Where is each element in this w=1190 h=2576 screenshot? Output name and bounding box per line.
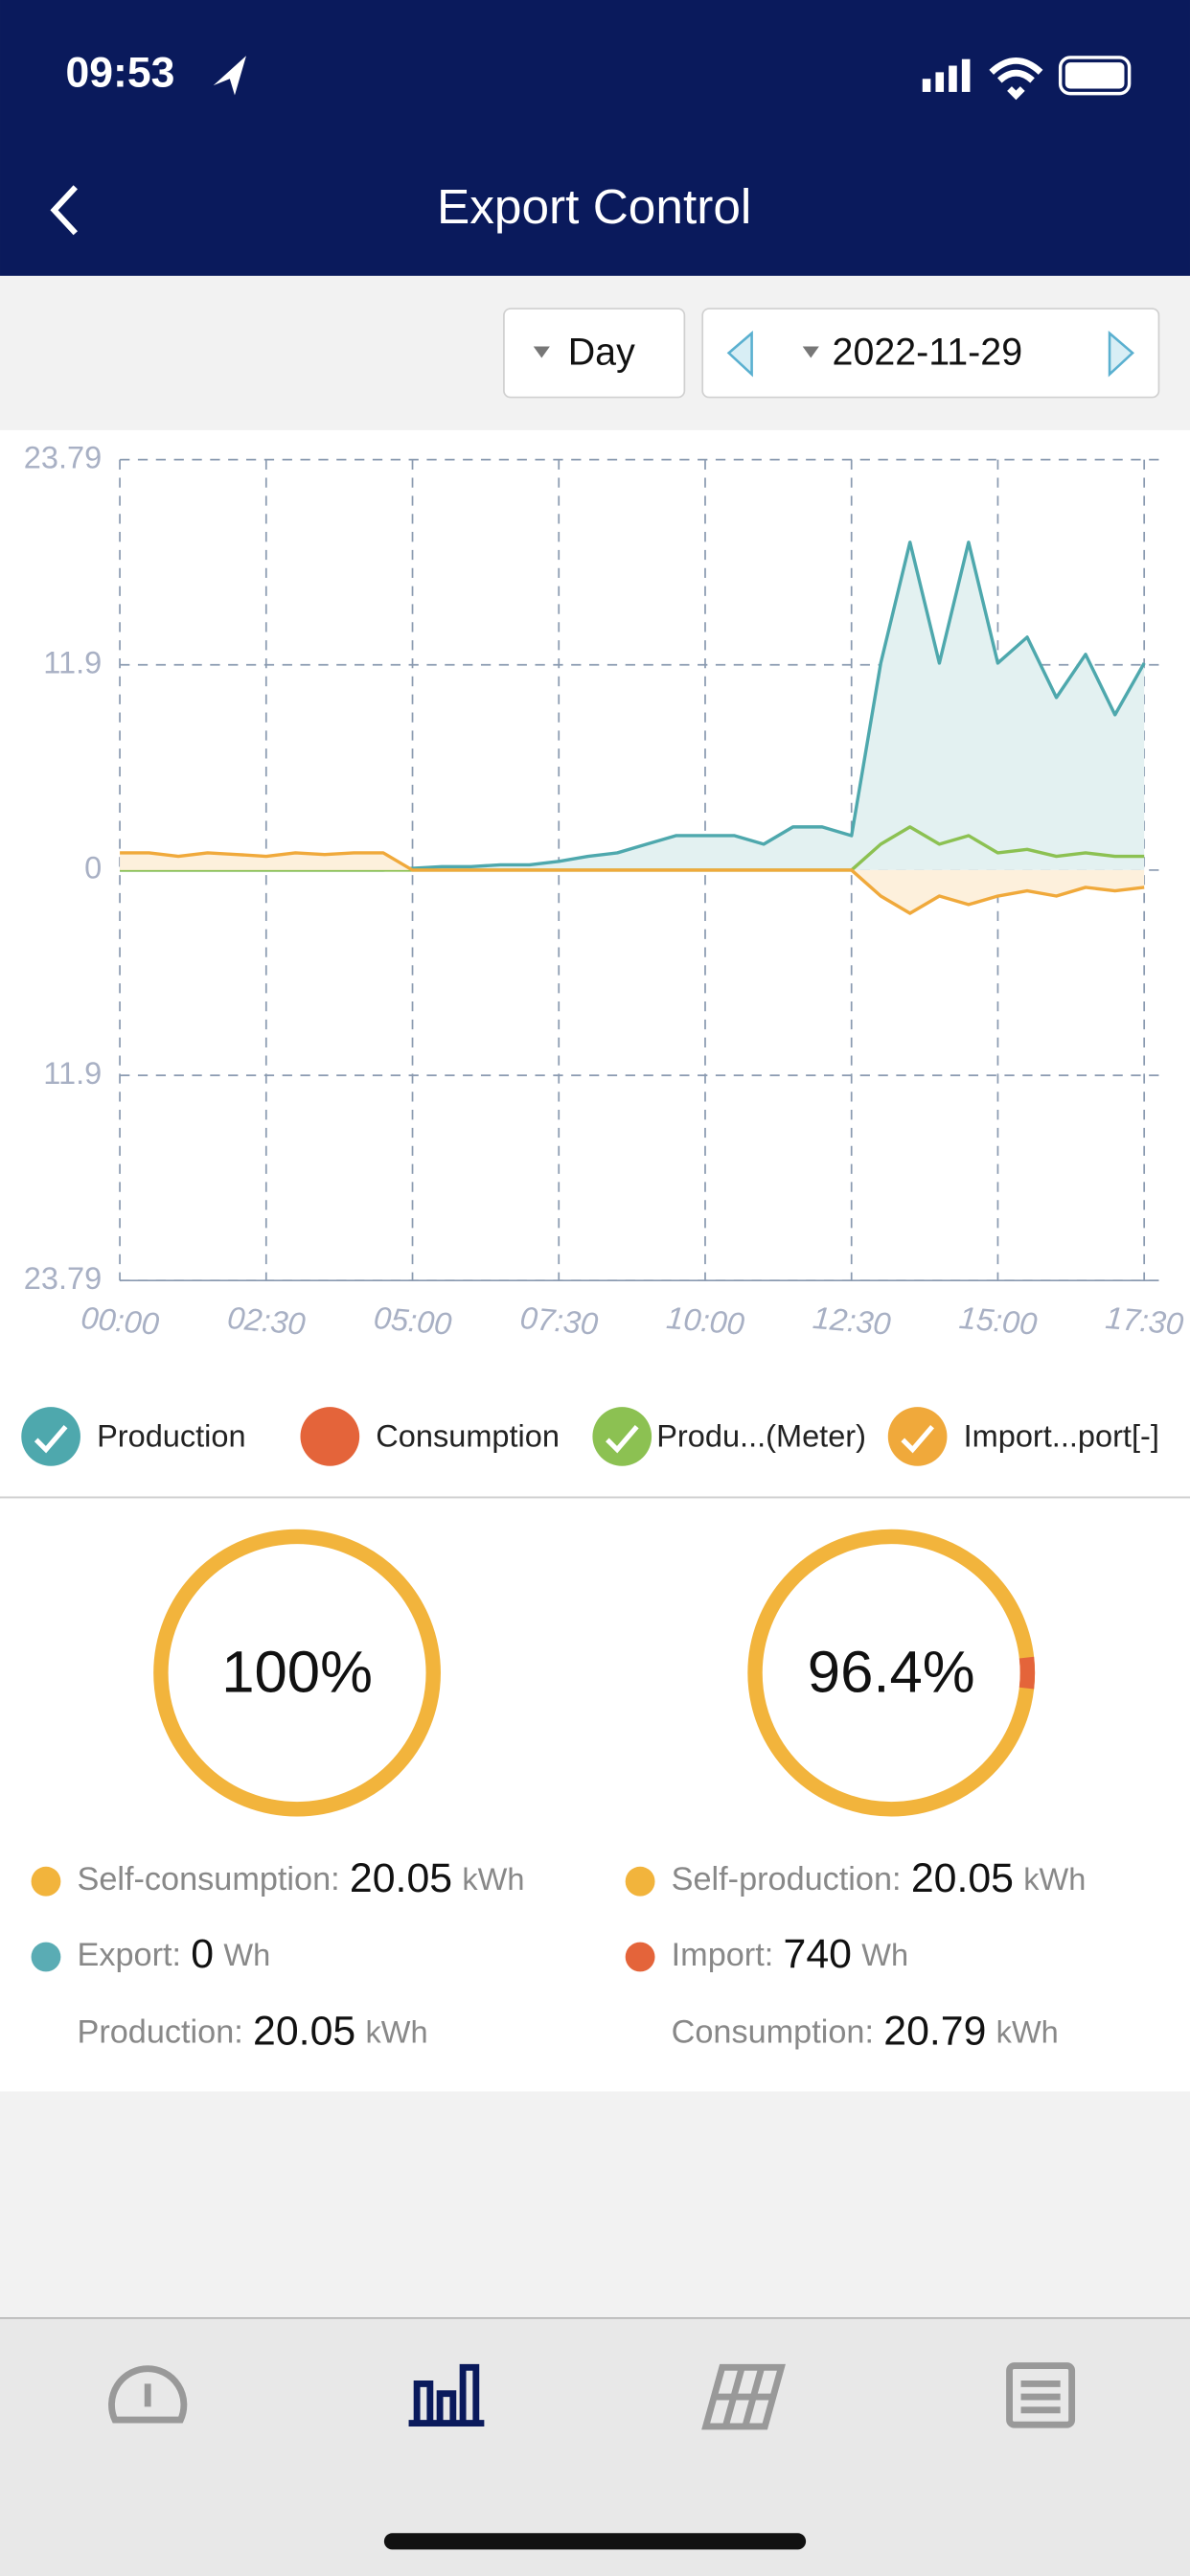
battery-icon bbox=[1058, 56, 1132, 96]
legend-check bbox=[606, 1424, 639, 1454]
x-tick-label: 05:00 bbox=[373, 1300, 453, 1342]
tab-statistics[interactable] bbox=[408, 2363, 485, 2426]
legend-swatch bbox=[592, 1407, 652, 1466]
prev-date[interactable] bbox=[726, 330, 753, 378]
series-area bbox=[120, 852, 1145, 913]
row-amount: 20.05 bbox=[350, 1856, 452, 1902]
row-amount: 20.79 bbox=[883, 2009, 986, 2055]
series-line bbox=[120, 851, 1145, 915]
tab-bar bbox=[0, 2317, 1190, 2576]
header-bar bbox=[0, 0, 1190, 276]
series-area bbox=[120, 541, 1145, 870]
legend-swatch bbox=[887, 1407, 948, 1466]
legend-check bbox=[34, 1424, 68, 1454]
home-indicator bbox=[383, 2533, 807, 2550]
summary-row: Self-production: 20.05 kWh bbox=[672, 1856, 1087, 1902]
row-label: Import: bbox=[672, 1937, 774, 1973]
signal-icon bbox=[922, 58, 971, 92]
row-dot bbox=[625, 1866, 655, 1897]
summary-panel bbox=[0, 1499, 1190, 2092]
date-label: 2022-11-29 bbox=[833, 331, 1023, 373]
x-tick-label: 07:30 bbox=[518, 1300, 599, 1342]
location-icon bbox=[213, 56, 246, 96]
wifi-icon bbox=[989, 57, 1043, 101]
x-tick-label: 12:30 bbox=[812, 1300, 892, 1342]
summary-row: Export: 0 Wh bbox=[78, 1931, 271, 1977]
row-dot bbox=[31, 1942, 61, 1972]
row-dot bbox=[31, 1866, 61, 1897]
row-amount: 20.05 bbox=[253, 2009, 355, 2055]
legend-swatch bbox=[300, 1407, 360, 1466]
row-dot bbox=[625, 1942, 655, 1972]
tab-dashboard[interactable] bbox=[108, 2365, 188, 2424]
summary-row: Consumption: 20.79 kWh bbox=[672, 2009, 1059, 2055]
row-label: Export: bbox=[78, 1937, 182, 1973]
row-label: Production: bbox=[78, 2014, 243, 2051]
next-date[interactable] bbox=[1108, 330, 1134, 378]
x-tick-label: 15:00 bbox=[958, 1300, 1039, 1342]
x-tick-label: 10:00 bbox=[665, 1300, 745, 1342]
row-amount: 740 bbox=[784, 1931, 852, 1977]
ring-rest bbox=[747, 1529, 1036, 1817]
x-tick-label: 00:00 bbox=[80, 1300, 160, 1342]
summary-row: Import: 740 Wh bbox=[672, 1931, 908, 1977]
ring-value: 96.4% bbox=[808, 1639, 975, 1705]
ring bbox=[153, 1529, 441, 1817]
y-tick-label: 11.9 bbox=[43, 1056, 102, 1091]
battery-level bbox=[1064, 62, 1125, 89]
y-tick-label: 23.79 bbox=[24, 440, 102, 474]
status-time: 09:53 bbox=[66, 50, 175, 97]
x-tick-label: 02:30 bbox=[226, 1300, 307, 1342]
tab-reports[interactable] bbox=[1006, 2362, 1076, 2428]
period-label: Day bbox=[568, 331, 635, 373]
tab-plants[interactable] bbox=[701, 2363, 786, 2430]
y-tick-label: 23.79 bbox=[24, 1261, 102, 1296]
row-unit: Wh bbox=[223, 1938, 270, 1972]
row-unit: kWh bbox=[996, 2014, 1059, 2049]
row-label: Self-production: bbox=[672, 1861, 902, 1898]
row-unit: kWh bbox=[365, 2014, 427, 2049]
legend-check bbox=[901, 1424, 934, 1454]
summary-row: Self-consumption: 20.05 kWh bbox=[78, 1856, 525, 1902]
legend-label: Production bbox=[97, 1418, 246, 1453]
page-title: Export Control bbox=[437, 178, 751, 234]
row-amount: 20.05 bbox=[911, 1856, 1014, 1902]
ring-value: 100% bbox=[221, 1639, 373, 1705]
row-amount: 0 bbox=[191, 1931, 214, 1977]
y-tick-label: 11.9 bbox=[43, 645, 102, 679]
row-label: Self-consumption: bbox=[78, 1861, 340, 1898]
dropdown-arrow bbox=[802, 346, 819, 358]
date-select[interactable] bbox=[701, 308, 1160, 399]
period-select[interactable] bbox=[503, 308, 686, 399]
row-unit: kWh bbox=[1023, 1862, 1086, 1897]
row-label: Consumption: bbox=[672, 2014, 874, 2051]
x-tick-label: 17:30 bbox=[1104, 1300, 1184, 1342]
summary-row: Production: 20.05 kWh bbox=[78, 2009, 428, 2055]
row-unit: kWh bbox=[462, 1862, 524, 1897]
legend-label: Produ...(Meter) bbox=[656, 1418, 866, 1453]
chart-panel bbox=[0, 429, 1190, 1498]
row-unit: Wh bbox=[861, 1938, 908, 1972]
legend-swatch bbox=[21, 1407, 80, 1466]
legend-label: Import...port[-] bbox=[964, 1418, 1159, 1453]
y-tick-label: 0 bbox=[84, 851, 102, 886]
legend-label: Consumption bbox=[376, 1418, 560, 1453]
back-button[interactable] bbox=[50, 185, 79, 236]
dropdown-arrow bbox=[533, 346, 550, 358]
